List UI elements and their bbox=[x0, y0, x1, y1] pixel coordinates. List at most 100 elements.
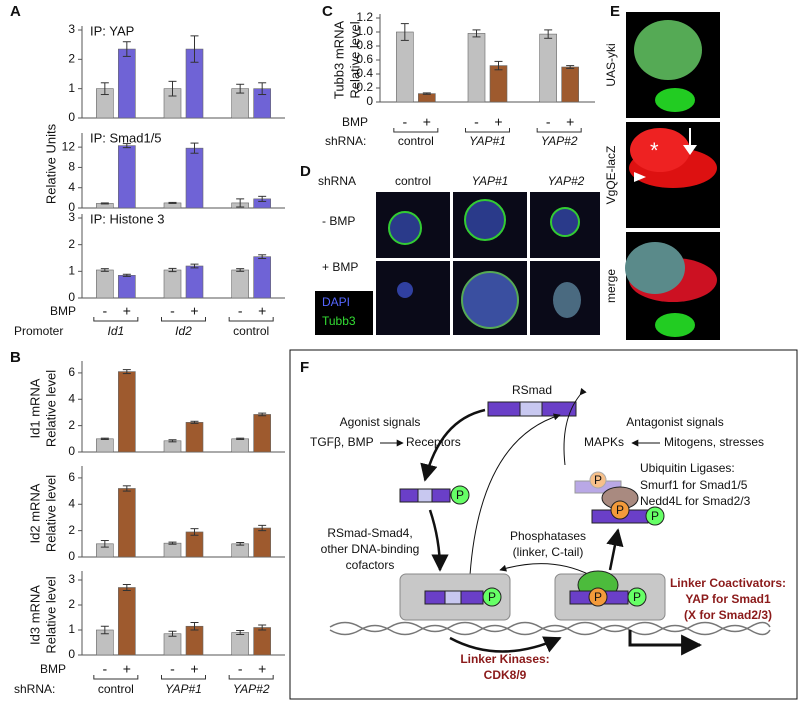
y-tick-label: 0 bbox=[68, 647, 75, 661]
bar bbox=[231, 438, 249, 453]
micrograph bbox=[376, 261, 450, 335]
y-tick-label: 3 bbox=[68, 22, 75, 36]
series-label: + bbox=[123, 661, 131, 677]
label: RSmad-Smad4, bbox=[327, 526, 412, 540]
row-label: - BMP bbox=[322, 214, 355, 228]
y-tick-label: 8 bbox=[68, 160, 75, 174]
phosphate bbox=[482, 587, 502, 607]
tissue bbox=[655, 313, 695, 337]
series-label: + bbox=[566, 114, 574, 130]
subtitle: IP: Histone 3 bbox=[90, 211, 164, 226]
x-tick-label: control bbox=[98, 682, 134, 696]
bar bbox=[118, 371, 136, 453]
y-tick-label: 3 bbox=[68, 210, 75, 224]
label: other DNA-binding bbox=[321, 542, 420, 556]
bar bbox=[253, 256, 271, 299]
label: MAPKs bbox=[584, 435, 624, 449]
label: Smurf1 for Smad1/5 bbox=[640, 478, 748, 492]
tissue bbox=[655, 88, 695, 112]
panel-label: B bbox=[10, 349, 21, 366]
group-label: BMP bbox=[40, 662, 66, 676]
bar bbox=[185, 625, 204, 656]
y-tick-label: 4 bbox=[68, 180, 75, 194]
y-axis-label: Relative level bbox=[43, 576, 58, 653]
series-label: + bbox=[190, 303, 198, 319]
phosphate bbox=[610, 500, 630, 520]
row-header: shRNA bbox=[318, 174, 356, 188]
y-axis-label: Id2 mRNA bbox=[27, 483, 42, 543]
arrow bbox=[563, 387, 587, 466]
series-label: + bbox=[494, 114, 502, 130]
phospho-label: P bbox=[651, 509, 659, 523]
y-axis-label: Relative level bbox=[43, 370, 58, 447]
x-tick-label: YAP#1 bbox=[165, 682, 202, 696]
y-tick-label: 4 bbox=[68, 391, 75, 405]
y-tick-label: 2 bbox=[68, 237, 75, 251]
x-tick-label: YAP#2 bbox=[541, 134, 578, 148]
bar bbox=[118, 145, 136, 209]
panel-label: F bbox=[300, 359, 309, 376]
arrow bbox=[420, 408, 486, 482]
series-label: - bbox=[402, 114, 407, 130]
row-label: + BMP bbox=[322, 260, 358, 274]
bar bbox=[163, 269, 182, 299]
bracket bbox=[93, 675, 139, 680]
series-label: - bbox=[546, 114, 551, 130]
y-axis-label: Id1 mRNA bbox=[27, 378, 42, 438]
y-tick-label: 0 bbox=[68, 110, 75, 124]
row-label: merge bbox=[604, 269, 618, 303]
panel-label: C bbox=[322, 3, 333, 20]
bar bbox=[561, 66, 579, 103]
arrow bbox=[606, 528, 624, 571]
label: YAP for Smad1 bbox=[685, 592, 771, 606]
y-tick-label: 3 bbox=[68, 572, 75, 586]
y-tick-label: 0 bbox=[68, 444, 75, 458]
bar bbox=[231, 632, 249, 656]
bar bbox=[163, 633, 182, 656]
bracket bbox=[393, 128, 439, 133]
stain-label: Tubb3 bbox=[322, 314, 356, 328]
series-label: - bbox=[102, 661, 107, 677]
bracket bbox=[228, 675, 274, 680]
cell bbox=[464, 199, 506, 241]
label: Receptors bbox=[406, 435, 461, 449]
arrow bbox=[449, 636, 562, 653]
series-label: + bbox=[258, 303, 266, 319]
row-label: UAS-yki bbox=[604, 43, 618, 86]
y-tick-label: 0 bbox=[68, 290, 75, 304]
tissue bbox=[630, 128, 690, 172]
y-axis-label: Relative level bbox=[43, 475, 58, 552]
panel-label: D bbox=[300, 163, 311, 180]
phosphate bbox=[588, 587, 608, 607]
category-label: shRNA: bbox=[325, 134, 366, 148]
row-label: VgQE-lacZ bbox=[604, 146, 618, 205]
phospho-label: P bbox=[633, 590, 641, 604]
bar bbox=[253, 527, 271, 558]
bracket bbox=[161, 675, 206, 680]
group-label: BMP bbox=[50, 304, 76, 318]
bar bbox=[163, 542, 182, 558]
phosphate bbox=[589, 471, 607, 489]
bracket bbox=[536, 128, 582, 133]
y-tick-label: 2 bbox=[68, 418, 75, 432]
phosphate bbox=[450, 485, 470, 505]
panel-label: E bbox=[610, 3, 620, 20]
panel-frame bbox=[289, 349, 798, 700]
y-tick-label: 2 bbox=[68, 597, 75, 611]
y-tick-label: 2 bbox=[68, 52, 75, 66]
label: Agonist signals bbox=[340, 415, 421, 429]
label: Phosphatases bbox=[510, 529, 586, 543]
label: (linker, C-tail) bbox=[513, 545, 584, 559]
y-tick-label: 4 bbox=[68, 496, 75, 510]
phospho-label: P bbox=[456, 488, 464, 502]
bar bbox=[163, 440, 182, 453]
panel-e: * UAS-yki VgQE-lacZ merge bbox=[604, 12, 720, 340]
subtitle: IP: YAP bbox=[90, 23, 134, 38]
x-tick-label: Id1 bbox=[107, 324, 124, 338]
cell bbox=[388, 211, 422, 245]
linker bbox=[444, 590, 462, 605]
column-label: YAP#2 bbox=[548, 174, 585, 188]
y-tick-label: 0.6 bbox=[356, 52, 373, 66]
series-label: - bbox=[102, 303, 107, 319]
